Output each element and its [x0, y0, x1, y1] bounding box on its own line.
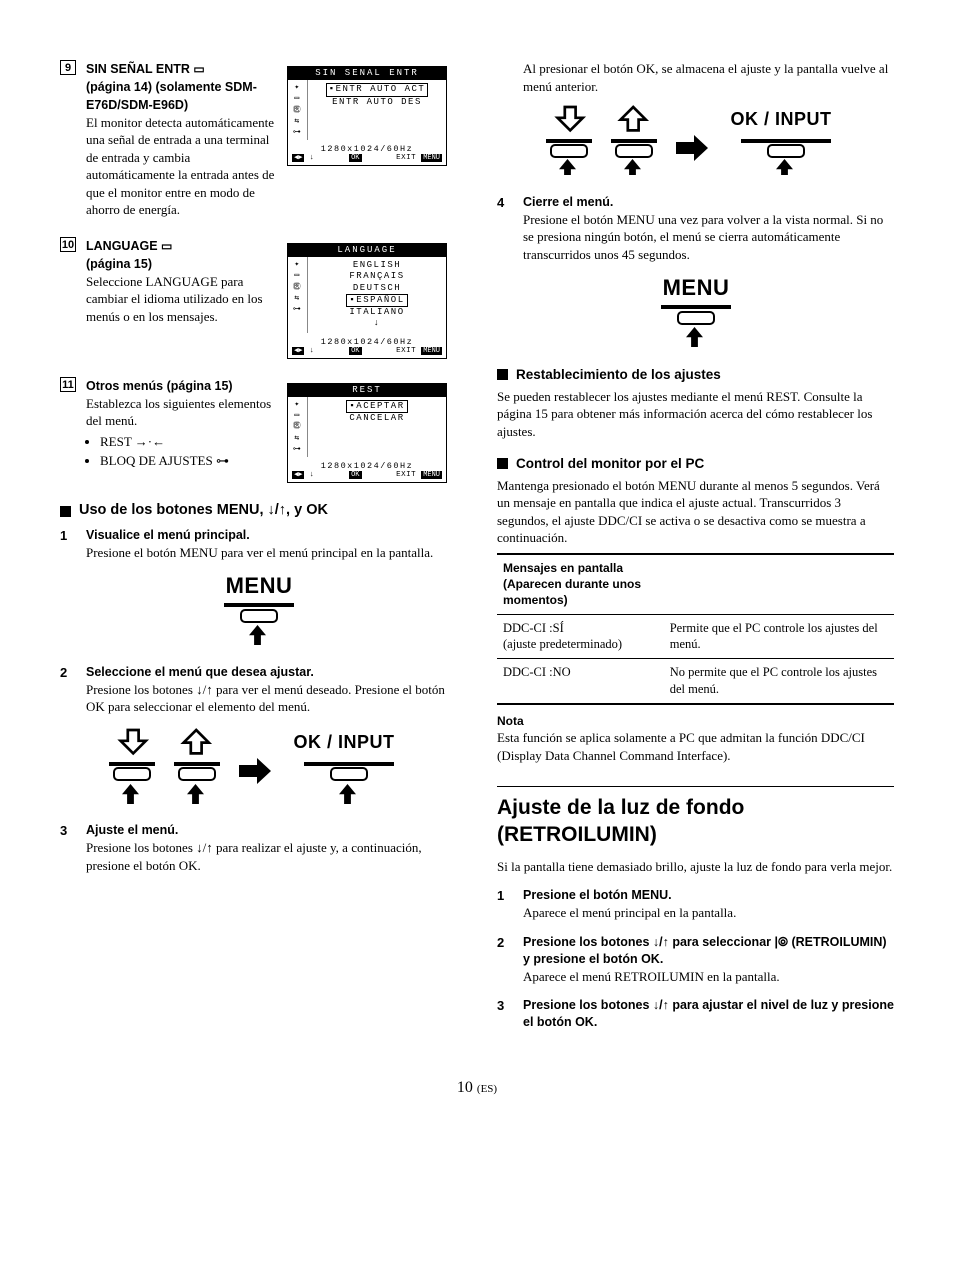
item-bullets: REST →·←BLOQ DE AJUSTES ⊶	[86, 433, 277, 470]
language-icon: ▭	[161, 239, 172, 253]
square-bullet-icon	[497, 458, 508, 469]
step-number: 1	[60, 527, 74, 561]
item-title: Otros menús (página 15)	[86, 379, 233, 393]
table-cell-left: DDC-CI :SÍ(ajuste predeterminado)	[497, 614, 664, 659]
table-row: DDC-CI :SÍ(ajuste predeterminado) Permit…	[497, 614, 894, 659]
menu-item: 9 SIN SEÑAL ENTR ▭ (página 14) (solamente…	[60, 60, 457, 219]
controlpc-heading: Control del monitor por el PC	[497, 455, 894, 473]
menu-item: 11 Otros menús (página 15) Establezca los…	[60, 377, 457, 483]
lock-icon: ⊶	[216, 453, 229, 468]
nota-body: Esta función se aplica solamente a PC qu…	[497, 729, 894, 764]
step-desc: Aparece el menú principal en la pantalla…	[523, 904, 894, 922]
retro-intro: Si la pantalla tiene demasiado brillo, a…	[497, 858, 894, 876]
osd-main: ENGLISHFRANÇAISDEUTSCH▪ESPAÑOLITALIANO↓	[308, 257, 446, 333]
right-intro: Al presionar el botón OK, se almacena el…	[523, 60, 894, 95]
item-body: Establezca los siguientes elementos del …	[86, 395, 277, 430]
restablecimiento-heading: Restablecimiento de los ajustes	[497, 366, 894, 384]
osd-footer: 1280x1024/60Hz ◀▶ ↓OKEXIT MENU	[288, 337, 446, 358]
square-bullet-icon	[60, 506, 71, 517]
item-title: SIN SEÑAL ENTR ▭	[86, 62, 205, 76]
osd-main: ▪ENTR AUTO ACTENTR AUTO DES	[308, 80, 446, 140]
step-title: Visualice el menú principal.	[86, 527, 457, 544]
retro-step: 3 Presione los botones ↓/↑ para ajustar …	[497, 997, 894, 1031]
uso-heading-text: Uso de los botones MENU, ↓/↑, y OK	[79, 501, 328, 521]
osd-sidebar: ✦▭㊩⇆⊶	[288, 397, 308, 457]
step-desc: Aparece el menú RETROILUMIN en la pantal…	[523, 968, 894, 986]
diagram-down-up-ok-top: OK / INPUT	[497, 105, 894, 180]
table-row: DDC-CI :NO No permite que el PC controle…	[497, 659, 894, 704]
right-column: Al presionar el botón OK, se almacena el…	[497, 60, 894, 1043]
nota-label: Nota	[497, 713, 894, 729]
uso-heading: Uso de los botones MENU, ↓/↑, y OK	[60, 501, 457, 521]
step-row: 1 Visualice el menú principal. Presione …	[60, 527, 457, 561]
left-column: 9 SIN SEÑAL ENTR ▭ (página 14) (solamente…	[60, 60, 457, 1043]
svg-text:MENU: MENU	[662, 275, 729, 300]
svg-text:OK / INPUT: OK / INPUT	[293, 732, 394, 752]
svg-text:MENU: MENU	[225, 573, 292, 598]
retro-step: 1 Presione el botón MENU. Aparece el men…	[497, 887, 894, 921]
button-diagram: MENU	[60, 573, 457, 650]
osd-box: REST ✦▭㊩⇆⊶ ▪ACEPTARCANCELAR 1280x1024/60…	[287, 383, 447, 483]
page-footer: 10 (ES)	[60, 1077, 894, 1099]
button-diagram: OK / INPUT	[60, 728, 457, 809]
table-cell-right: Permite que el PC controle los ajustes d…	[664, 614, 894, 659]
osd-box: LANGUAGE ✦▭㊩⇆⊶ ENGLISHFRANÇAISDEUTSCH▪ES…	[287, 243, 447, 359]
square-bullet-icon	[497, 369, 508, 380]
step-row: 2 Seleccione el menú que desea ajustar. …	[60, 664, 457, 716]
item-number-box: 11	[60, 377, 76, 392]
retro-heading: Ajuste de la luz de fondo (RETROILUMIN)	[497, 786, 894, 848]
step-title: Presione los botones ↓/↑ para selecciona…	[523, 934, 894, 968]
step-desc: Presione los botones ↓/↑ para realizar e…	[86, 839, 457, 874]
item-subtitle: (página 15)	[86, 257, 152, 271]
step-desc: Presione el botón MENU para ver el menú …	[86, 544, 457, 562]
osd-sidebar: ✦▭㊩⇆⊶	[288, 257, 308, 333]
step-title: Cierre el menú.	[523, 194, 894, 211]
page-lang: (ES)	[477, 1083, 497, 1095]
table-cell-left: DDC-CI :NO	[497, 659, 664, 704]
item-title: LANGUAGE ▭	[86, 239, 172, 253]
input-icon: ▭	[193, 62, 204, 76]
bullet-item: REST →·←	[100, 433, 277, 451]
table-header: Mensajes en pantalla (Aparecen durante u…	[497, 554, 664, 614]
osd-box: SIN SENAL ENTR ✦▭㊩⇆⊶ ▪ENTR AUTO ACTENTR …	[287, 66, 447, 166]
retro-step: 2 Presione los botones ↓/↑ para seleccio…	[497, 934, 894, 985]
menu-item: 10 LANGUAGE ▭ (página 15) Seleccione LANGU…	[60, 237, 457, 359]
step-desc: Presione los botones ↓/↑ para ver el men…	[86, 681, 457, 716]
step-number: 1	[497, 887, 511, 921]
item-subtitle: (página 14) (solamente SDM-E76D/SDM-E96D…	[86, 80, 257, 112]
restablecimiento-body: Se pueden restablecer los ajustes median…	[497, 388, 894, 441]
step-4: 4 Cierre el menú. Presione el botón MENU…	[497, 194, 894, 264]
step-title: Ajuste el menú.	[86, 822, 457, 839]
diagram-menu-right: MENU	[497, 275, 894, 352]
step-number: 3	[60, 822, 74, 874]
item-body: Seleccione LANGUAGE para cambiar el idio…	[86, 273, 277, 326]
item-body: El monitor detecta automáticamente una s…	[86, 114, 277, 219]
osd-title: LANGUAGE	[288, 244, 446, 257]
svg-text:OK / INPUT: OK / INPUT	[730, 109, 831, 129]
page-number: 10	[457, 1079, 473, 1096]
step-number: 4	[497, 194, 511, 264]
step-number: 2	[497, 934, 511, 985]
bullet-item: BLOQ DE AJUSTES ⊶	[100, 452, 277, 470]
osd-sidebar: ✦▭㊩⇆⊶	[288, 80, 308, 140]
step-title: Seleccione el menú que desea ajustar.	[86, 664, 457, 681]
step-number: 3	[497, 997, 511, 1031]
osd-main: ▪ACEPTARCANCELAR	[308, 397, 446, 457]
ddc-table: Mensajes en pantalla (Aparecen durante u…	[497, 553, 894, 705]
step-title: Presione el botón MENU.	[523, 887, 894, 904]
osd-footer: 1280x1024/60Hz ◀▶ ↓OKEXIT MENU	[288, 144, 446, 165]
step-row: 3 Ajuste el menú. Presione los botones ↓…	[60, 822, 457, 874]
step-title: Presione los botones ↓/↑ para ajustar el…	[523, 997, 894, 1031]
table-cell-right: No permite que el PC controle los ajuste…	[664, 659, 894, 704]
osd-title: REST	[288, 384, 446, 397]
step-desc: Presione el botón MENU una vez para volv…	[523, 211, 894, 264]
osd-title: SIN SENAL ENTR	[288, 67, 446, 80]
item-number-box: 10	[60, 237, 76, 252]
step-number: 2	[60, 664, 74, 716]
osd-footer: 1280x1024/60Hz ◀▶ ↓OKEXIT MENU	[288, 461, 446, 482]
item-number-box: 9	[60, 60, 76, 75]
controlpc-body: Mantenga presionado el botón MENU durant…	[497, 477, 894, 547]
